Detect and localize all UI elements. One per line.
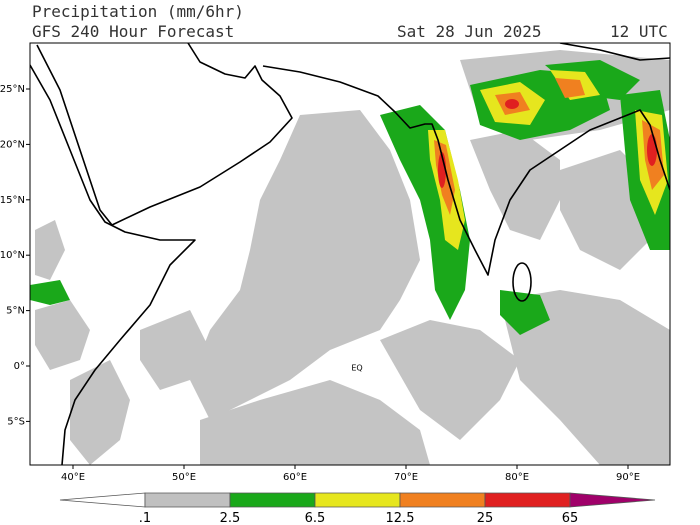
precip-field	[30, 50, 670, 465]
lat-label: 5°S	[7, 416, 25, 427]
colorbar-segment	[229, 492, 316, 508]
colorbar-label: 6.5	[305, 511, 326, 525]
lon-label: 80°E	[505, 472, 529, 483]
lon-label: 40°E	[61, 472, 85, 483]
colorbar-label: 12.5	[386, 511, 415, 525]
lon-label: 70°E	[394, 472, 418, 483]
colorbar-segment	[399, 492, 486, 508]
subtitle: GFS 240 Hour Forecast	[32, 22, 234, 41]
colorbar-segment	[314, 492, 401, 508]
lat-label: 20°N	[0, 139, 25, 150]
colorbar-label: 65	[562, 511, 579, 525]
map-frame	[29, 42, 671, 466]
colorbar-label: 25	[477, 511, 494, 525]
colorbar-segment	[59, 492, 146, 508]
lon-label: 60°E	[283, 472, 307, 483]
lat-label: 5°N	[6, 306, 25, 317]
colorbar-segment	[144, 492, 231, 508]
title: Precipitation (mm/6hr)	[32, 2, 244, 21]
colorbar-label: 2.5	[220, 511, 241, 525]
colorbar-segment	[484, 492, 571, 508]
lon-label: 90°E	[616, 472, 640, 483]
lat-label: 0°	[14, 361, 25, 372]
lat-label: 10°N	[0, 250, 25, 261]
lon-label: 50°E	[172, 472, 196, 483]
equator-label: EQ	[351, 364, 362, 373]
lat-label: 15°N	[0, 195, 25, 206]
date: Sat 28 Jun 2025	[397, 22, 542, 41]
lat-label: 25°N	[0, 84, 25, 95]
coastlines	[30, 43, 670, 465]
time: 12 UTC	[610, 22, 668, 41]
colorbar-label: .1	[139, 511, 151, 525]
colorbar-segment	[569, 492, 656, 508]
